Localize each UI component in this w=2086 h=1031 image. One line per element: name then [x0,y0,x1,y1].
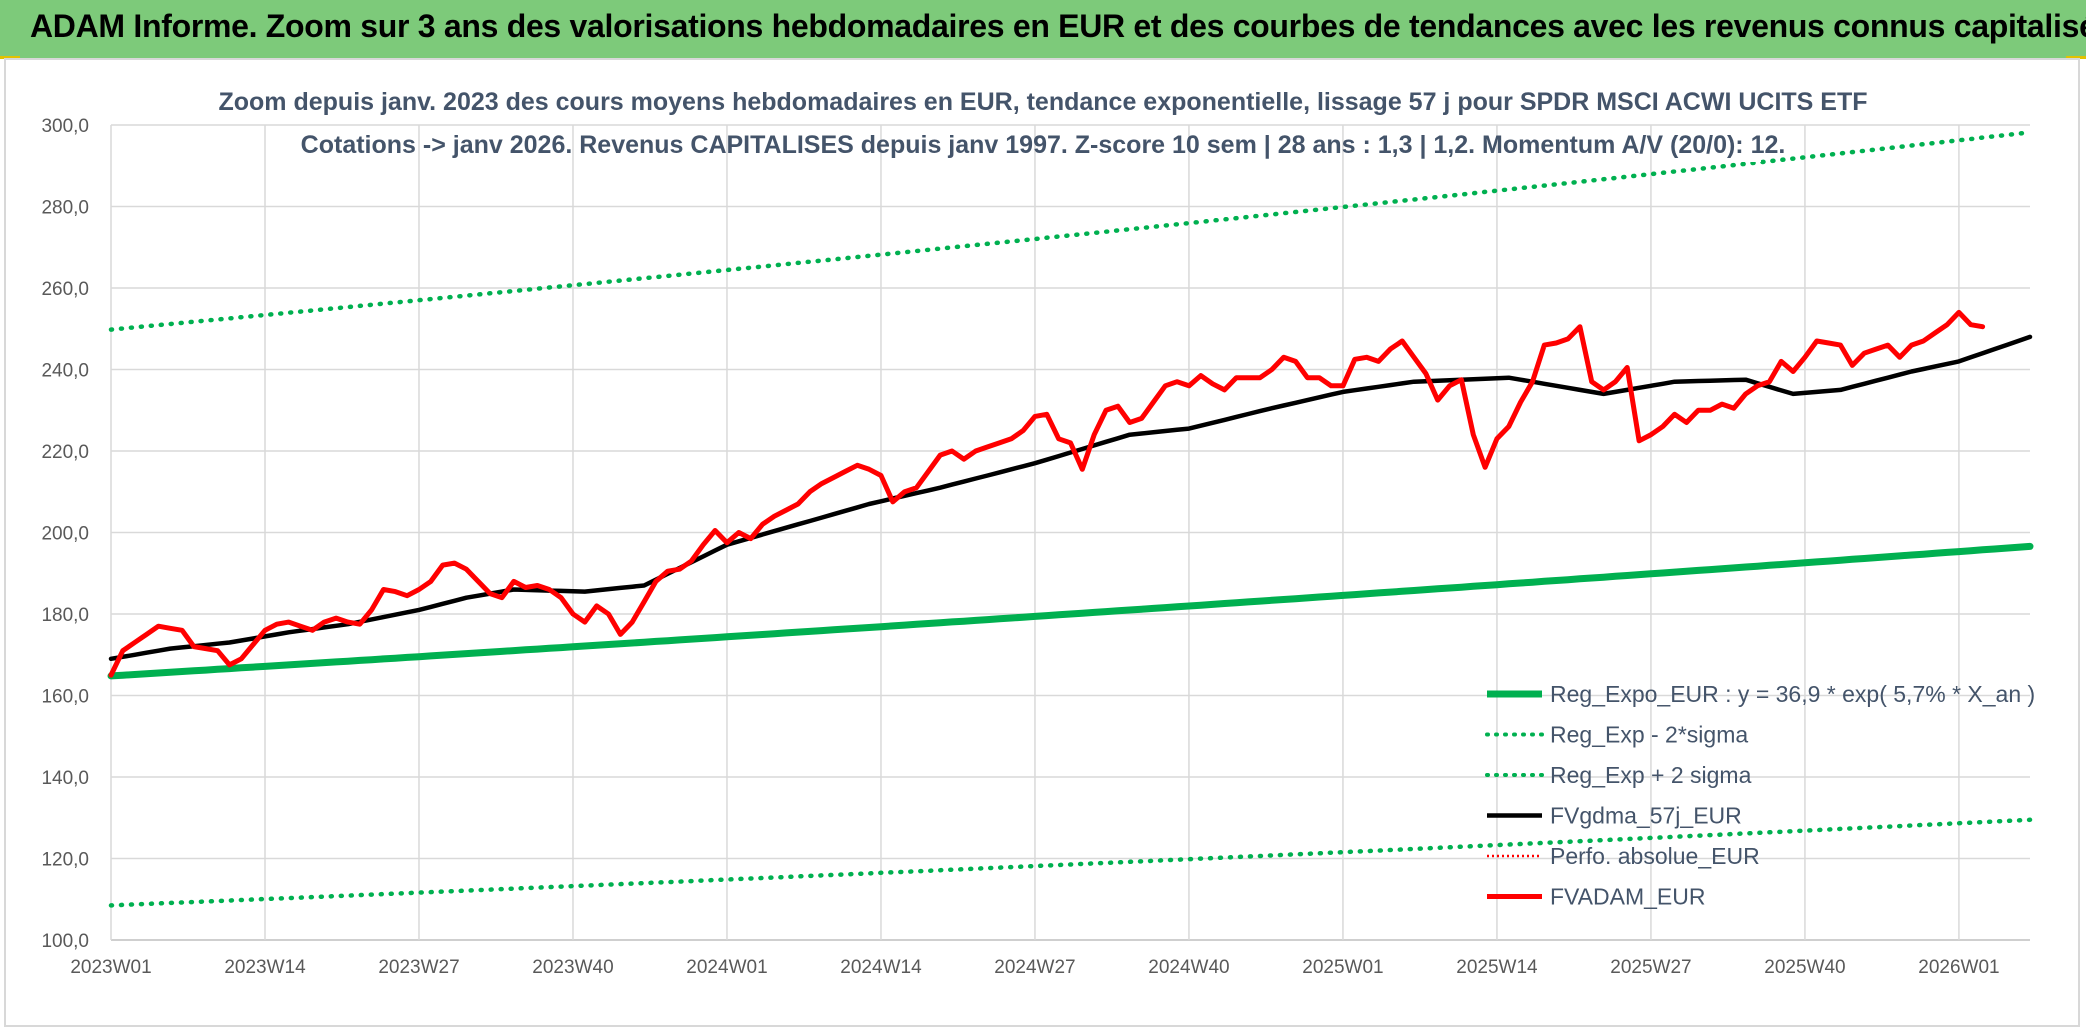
series-reg-expo [107,542,2034,680]
x-tick-label: 2025W27 [1610,957,1691,978]
series-reg-minus-2sigma [108,817,2033,908]
x-tick-label: 2025W40 [1764,957,1845,978]
legend: Reg_Expo_EUR : y = 36,9 * exp( 5,7% * X_… [1485,681,2035,910]
chart-subtitle: Cotations -> janv 2026. Revenus CAPITALI… [301,131,1786,159]
legend-label: Perfo. absolue_EUR [1550,843,1760,869]
x-tick-label: 2023W27 [378,957,459,978]
corner-mark-left [0,56,20,59]
y-tick-label: 120,0 [41,850,89,871]
y-tick-label: 220,0 [41,442,89,463]
y-tick-label: 100,0 [41,931,89,952]
y-tick-label: 260,0 [41,279,89,300]
y-axis: 100,0 120,0 140,0 160,0 180,0 200,0 220,0 240,0… [41,116,89,952]
legend-label: Reg_Exp - 2*sigma [1550,722,1748,748]
report-title: ADAM Informe. Zoom sur 3 ans des valoris… [30,8,2086,44]
y-tick-label: 200,0 [41,524,89,545]
y-tick-label: 300,0 [41,116,89,137]
series-group [107,130,2034,908]
x-tick-label: 2023W40 [532,957,613,978]
x-tick-label: 2024W40 [1148,957,1229,978]
x-tick-label: 2024W01 [686,957,767,978]
legend-label: FVADAM_EUR [1550,884,1706,910]
y-tick-label: 240,0 [41,361,89,382]
legend-label: Reg_Expo_EUR : y = 36,9 * exp( 5,7% * X_… [1550,681,2035,707]
y-tick-label: 160,0 [41,687,89,708]
series-fvadam [108,309,1986,678]
y-tick-label: 140,0 [41,768,89,789]
x-tick-label: 2026W01 [1918,957,1999,978]
x-tick-label: 2025W01 [1302,957,1383,978]
series-reg-plus-2sigma [108,130,2033,332]
header-banner: ADAM Informe. Zoom sur 3 ans des valoris… [0,0,2086,58]
x-tick-label: 2024W14 [840,957,922,978]
legend-label: FVgdma_57j_EUR [1550,803,1742,829]
x-axis: 2023W01 2023W14 2023W27 2023W40 2024W01 2024W… [70,957,1999,978]
y-tick-label: 180,0 [41,605,89,626]
gridlines [110,124,2030,941]
x-tick-label: 2023W14 [224,957,306,978]
corner-mark-right [2066,56,2086,59]
x-tick-label: 2024W27 [994,957,1075,978]
chart-title: Zoom depuis janv. 2023 des cours moyens … [218,88,1867,116]
y-tick-label: 280,0 [41,198,89,219]
series-fvgdma-57j [108,334,2033,662]
x-tick-label: 2025W14 [1456,957,1538,978]
legend-label: Reg_Exp + 2 sigma [1550,762,1752,788]
x-tick-label: 2023W01 [70,957,151,978]
